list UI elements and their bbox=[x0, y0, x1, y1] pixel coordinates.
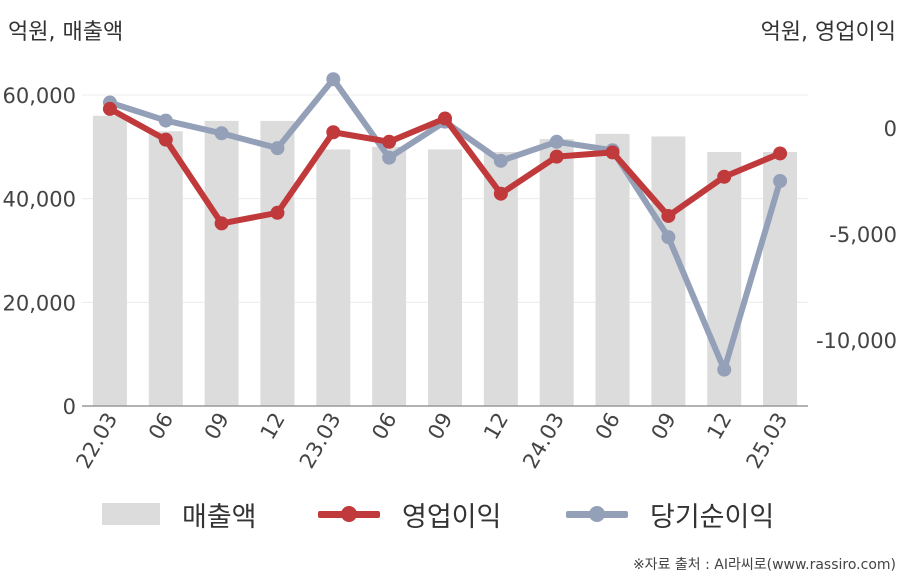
x-tick-label: 09 bbox=[423, 409, 457, 444]
x-tick-label: 22.03 bbox=[71, 409, 122, 473]
x-tick-label: 06 bbox=[591, 409, 625, 444]
x-tick-label: 23.03 bbox=[295, 409, 346, 473]
legend-swatch-sales bbox=[102, 503, 160, 525]
bar-sales bbox=[260, 120, 295, 407]
bar-sales bbox=[316, 149, 351, 407]
source-note: ※자료 출처 : AI라씨로(www.rassiro.com) bbox=[632, 557, 896, 573]
left-tick-label: 0 bbox=[63, 395, 76, 419]
x-tick-label: 12 bbox=[479, 409, 513, 444]
point-operating-profit bbox=[549, 149, 564, 164]
legend-item-operating-profit: 영업이익 bbox=[318, 492, 501, 536]
x-tick-label: 25.03 bbox=[742, 409, 793, 473]
bar-sales bbox=[204, 120, 239, 407]
bar-sales bbox=[372, 146, 407, 407]
bar-sales bbox=[148, 131, 183, 407]
legend-label-operating-profit: 영업이익 bbox=[402, 501, 502, 533]
legend-label-net-income: 당기순이익 bbox=[650, 501, 775, 533]
bar-sales bbox=[428, 149, 462, 407]
x-tick-label: 09 bbox=[200, 409, 234, 444]
right-tick-label: -10,000 bbox=[816, 329, 897, 353]
point-net-income bbox=[382, 150, 397, 165]
combo-chart: 0 20,000 40,000 60,000 0 -5,000 -10,000 22.03 06… bbox=[3, 72, 897, 473]
point-net-income bbox=[661, 230, 676, 245]
legend-item-sales: 매출액 bbox=[102, 492, 257, 536]
point-operating-profit bbox=[605, 145, 620, 160]
legend-label-sales: 매출액 bbox=[182, 501, 257, 533]
left-axis-unit: 억원, 매출액 bbox=[8, 20, 124, 45]
point-operating-profit bbox=[382, 134, 397, 149]
legend-swatch-net-income bbox=[566, 503, 628, 525]
legend: 매출액 영업이익 당기순이익 bbox=[0, 492, 908, 536]
x-tick-label: 09 bbox=[647, 409, 681, 444]
right-axis-unit: 억원, 영업이익 bbox=[760, 20, 896, 45]
right-tick-label: -5,000 bbox=[829, 223, 897, 247]
bar-sales bbox=[92, 115, 127, 406]
legend-swatch-operating-profit bbox=[318, 503, 380, 525]
legend-item-net-income: 당기순이익 bbox=[566, 492, 774, 536]
point-operating-profit bbox=[102, 101, 117, 116]
point-operating-profit bbox=[438, 111, 452, 126]
point-operating-profit bbox=[717, 169, 732, 184]
point-net-income bbox=[549, 134, 564, 149]
point-operating-profit bbox=[270, 205, 285, 220]
x-tick-label: 12 bbox=[256, 409, 290, 444]
point-net-income bbox=[214, 126, 229, 141]
point-operating-profit bbox=[326, 125, 341, 140]
point-net-income bbox=[717, 362, 732, 377]
point-net-income bbox=[326, 72, 341, 87]
point-net-income bbox=[493, 153, 508, 168]
x-tick-label: 24.03 bbox=[518, 409, 569, 473]
point-operating-profit bbox=[158, 132, 173, 147]
bar-sales bbox=[539, 139, 574, 406]
left-tick-label: 40,000 bbox=[3, 188, 76, 212]
x-tick-label: 12 bbox=[702, 409, 736, 444]
point-operating-profit bbox=[661, 208, 676, 223]
point-net-income bbox=[773, 174, 788, 188]
point-operating-profit bbox=[773, 146, 788, 161]
left-tick-label: 60,000 bbox=[3, 84, 76, 108]
bar-sales bbox=[595, 133, 630, 406]
bar-sales bbox=[763, 152, 798, 406]
point-net-income bbox=[270, 141, 285, 156]
x-tick-label: 06 bbox=[367, 409, 401, 444]
point-operating-profit bbox=[493, 186, 508, 201]
x-tick-label: 06 bbox=[144, 409, 178, 444]
left-tick-label: 20,000 bbox=[3, 291, 76, 315]
point-operating-profit bbox=[214, 216, 229, 231]
right-tick-label: 0 bbox=[884, 117, 897, 141]
point-net-income bbox=[158, 113, 173, 128]
